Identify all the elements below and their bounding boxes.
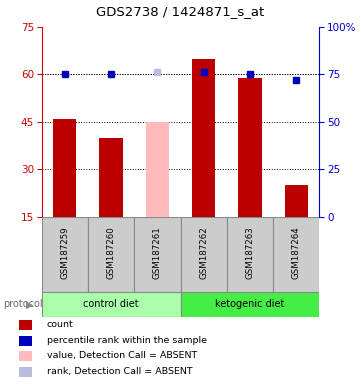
Bar (88, 217, 134, 292)
Text: GSM187259: GSM187259 (60, 227, 69, 279)
Text: GSM187261: GSM187261 (153, 227, 162, 279)
Bar (19, 366, 32, 377)
Text: count: count (47, 320, 74, 329)
Text: GDS2738 / 1424871_s_at: GDS2738 / 1424871_s_at (96, 5, 265, 18)
Bar (19, 320, 32, 330)
Text: GSM187263: GSM187263 (245, 227, 255, 279)
Bar (227, 217, 273, 292)
Text: GSM187260: GSM187260 (106, 227, 116, 279)
Text: control diet: control diet (83, 299, 139, 310)
Text: ▶: ▶ (26, 299, 34, 310)
Bar (285, 185, 308, 217)
Bar (42, 217, 88, 292)
Bar (180, 217, 227, 292)
Bar (42, 292, 180, 317)
Text: GSM187262: GSM187262 (199, 227, 208, 279)
Bar (99, 138, 123, 217)
Text: value, Detection Call = ABSENT: value, Detection Call = ABSENT (47, 351, 197, 360)
Text: GSM187264: GSM187264 (292, 227, 301, 279)
Bar (53, 119, 76, 217)
Text: protocol: protocol (4, 299, 43, 310)
Bar (146, 122, 169, 217)
Bar (273, 217, 319, 292)
Bar (180, 292, 319, 317)
Text: percentile rank within the sample: percentile rank within the sample (47, 336, 207, 345)
Bar (238, 78, 262, 217)
Bar (19, 351, 32, 361)
Bar (19, 336, 32, 346)
Text: rank, Detection Call = ABSENT: rank, Detection Call = ABSENT (47, 367, 192, 376)
Bar (134, 217, 180, 292)
Text: ketogenic diet: ketogenic diet (215, 299, 285, 310)
Bar (192, 59, 215, 217)
